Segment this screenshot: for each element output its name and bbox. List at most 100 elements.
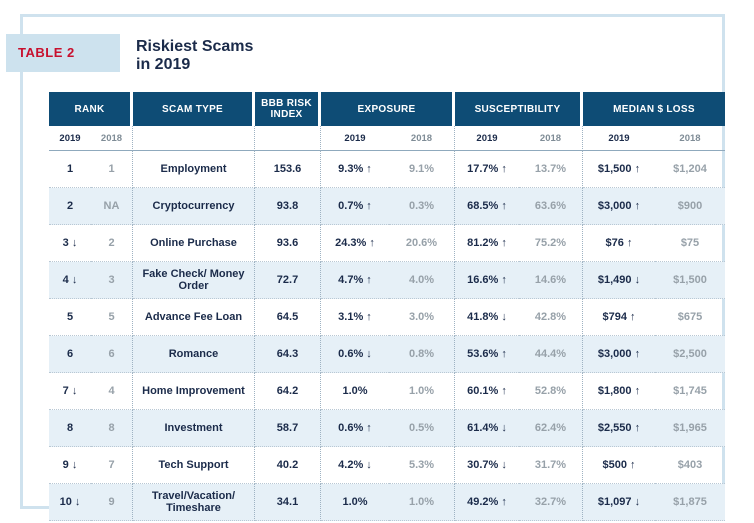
loss-2019: $2,550 ↑ <box>583 410 655 447</box>
table-label: TABLE 2 <box>6 34 120 72</box>
loss-2018: $1,500 <box>655 262 725 299</box>
rank-2018: 4 <box>91 373 133 410</box>
loss-2019: $1,500 ↑ <box>583 151 655 188</box>
title-line-2: in 2019 <box>136 56 191 73</box>
header-rank: RANK <box>49 92 133 126</box>
exposure-2018: 1.0% <box>389 373 455 410</box>
rank-2018: 7 <box>91 447 133 484</box>
susceptibility-2019: 61.4% ↓ <box>455 410 519 447</box>
susceptibility-2018: 75.2% <box>519 225 583 262</box>
loss-2019: $1,097 ↓ <box>583 484 655 521</box>
header-exposure: EXPOSURE <box>321 92 455 126</box>
table-row: 8 8 Investment 58.7 0.6% ↑ 0.5% 61.4% ↓ 62.4% $2… <box>49 410 725 447</box>
header-risk-index: BBB RISK INDEX <box>255 92 321 126</box>
header-susceptibility: SUSCEPTIBILITY <box>455 92 583 126</box>
scam-type: Fake Check/ Money Order <box>133 262 255 299</box>
header-scam-type: SCAM TYPE <box>133 92 255 126</box>
loss-2018: $1,965 <box>655 410 725 447</box>
scam-type: Investment <box>133 410 255 447</box>
subheader-blank <box>255 126 321 151</box>
susceptibility-2019: 53.6% ↑ <box>455 336 519 373</box>
risk-index: 93.6 <box>255 225 321 262</box>
exposure-2018: 3.0% <box>389 299 455 336</box>
table-row: 5 5 Advance Fee Loan 64.5 3.1% ↑ 3.0% 41.8% ↓ 4… <box>49 299 725 336</box>
header-median-loss: MEDIAN $ LOSS <box>583 92 725 126</box>
rank-2018: 6 <box>91 336 133 373</box>
rank-2019: 2 <box>49 188 91 225</box>
exposure-2019: 0.6% ↓ <box>321 336 389 373</box>
loss-2018: $675 <box>655 299 725 336</box>
risk-index: 153.6 <box>255 151 321 188</box>
rank-2018: NA <box>91 188 133 225</box>
rank-2018: 8 <box>91 410 133 447</box>
exposure-2019: 0.6% ↑ <box>321 410 389 447</box>
exposure-2019: 1.0% <box>321 373 389 410</box>
subheader-susceptibility-2019: 2019 <box>455 126 519 151</box>
exposure-2019: 9.3% ↑ <box>321 151 389 188</box>
exposure-2018: 1.0% <box>389 484 455 521</box>
susceptibility-2018: 63.6% <box>519 188 583 225</box>
scam-type: Romance <box>133 336 255 373</box>
rank-2019: 1 <box>49 151 91 188</box>
risk-index: 40.2 <box>255 447 321 484</box>
table-row: 10 ↓ 9 Travel/Vacation/ Timeshare 34.1 1.0% 1… <box>49 484 725 521</box>
loss-2018: $403 <box>655 447 725 484</box>
susceptibility-2019: 41.8% ↓ <box>455 299 519 336</box>
table-row: 2 NA Cryptocurrency 93.8 0.7% ↑ 0.3% 68.5% ↑ 63… <box>49 188 725 225</box>
scam-type: Employment <box>133 151 255 188</box>
subheader-susceptibility-2018: 2018 <box>519 126 583 151</box>
loss-2019: $76 ↑ <box>583 225 655 262</box>
rank-2018: 9 <box>91 484 133 521</box>
rank-2019: 9 ↓ <box>49 447 91 484</box>
exposure-2018: 0.3% <box>389 188 455 225</box>
rank-2019: 8 <box>49 410 91 447</box>
susceptibility-2019: 30.7% ↓ <box>455 447 519 484</box>
scam-type: Online Purchase <box>133 225 255 262</box>
rank-2018: 3 <box>91 262 133 299</box>
loss-2018: $900 <box>655 188 725 225</box>
susceptibility-2019: 17.7% ↑ <box>455 151 519 188</box>
loss-2019: $1,800 ↑ <box>583 373 655 410</box>
table-row: 1 1 Employment 153.6 9.3% ↑ 9.1% 17.7% ↑ 13.7% $… <box>49 151 725 188</box>
susceptibility-2018: 13.7% <box>519 151 583 188</box>
susceptibility-2019: 68.5% ↑ <box>455 188 519 225</box>
subheader-loss-2018: 2018 <box>655 126 725 151</box>
exposure-2018: 20.6% <box>389 225 455 262</box>
exposure-2018: 9.1% <box>389 151 455 188</box>
rank-2019: 10 ↓ <box>49 484 91 521</box>
subheader-exposure-2018: 2018 <box>389 126 455 151</box>
scam-type: Home Improvement <box>133 373 255 410</box>
exposure-2019: 4.2% ↓ <box>321 447 389 484</box>
loss-2018: $1,875 <box>655 484 725 521</box>
loss-2019: $1,490 ↓ <box>583 262 655 299</box>
table-row: 6 6 Romance 64.3 0.6% ↓ 0.8% 53.6% ↑ 44.4% $3,00… <box>49 336 725 373</box>
loss-2019: $3,000 ↑ <box>583 336 655 373</box>
rank-2019: 7 ↓ <box>49 373 91 410</box>
susceptibility-2019: 81.2% ↑ <box>455 225 519 262</box>
subheader-rank-2019: 2019 <box>49 126 91 151</box>
subheader-exposure-2019: 2019 <box>321 126 389 151</box>
subheader-rank-2018: 2018 <box>91 126 133 151</box>
title-line-1: Riskiest Scams <box>136 38 254 55</box>
table-row: 7 ↓ 4 Home Improvement 64.2 1.0% 1.0% 60.1% ↑ 5… <box>49 373 725 410</box>
exposure-2019: 4.7% ↑ <box>321 262 389 299</box>
susceptibility-2018: 62.4% <box>519 410 583 447</box>
table-row: 3 ↓ 2 Online Purchase 93.6 24.3% ↑ 20.6% 81.2%… <box>49 225 725 262</box>
loss-2019: $794 ↑ <box>583 299 655 336</box>
susceptibility-2018: 14.6% <box>519 262 583 299</box>
risk-index: 64.2 <box>255 373 321 410</box>
scams-table: RANK SCAM TYPE BBB RISK INDEX EXPOSURE S… <box>49 92 725 521</box>
rank-2019: 4 ↓ <box>49 262 91 299</box>
risk-index: 64.3 <box>255 336 321 373</box>
rank-2018: 1 <box>91 151 133 188</box>
scam-type: Cryptocurrency <box>133 188 255 225</box>
susceptibility-2018: 42.8% <box>519 299 583 336</box>
loss-2018: $1,745 <box>655 373 725 410</box>
risk-index: 93.8 <box>255 188 321 225</box>
scam-type: Advance Fee Loan <box>133 299 255 336</box>
susceptibility-2019: 49.2% ↑ <box>455 484 519 521</box>
exposure-2019: 3.1% ↑ <box>321 299 389 336</box>
risk-index: 58.7 <box>255 410 321 447</box>
subheader-blank <box>133 126 255 151</box>
scam-type: Tech Support <box>133 447 255 484</box>
